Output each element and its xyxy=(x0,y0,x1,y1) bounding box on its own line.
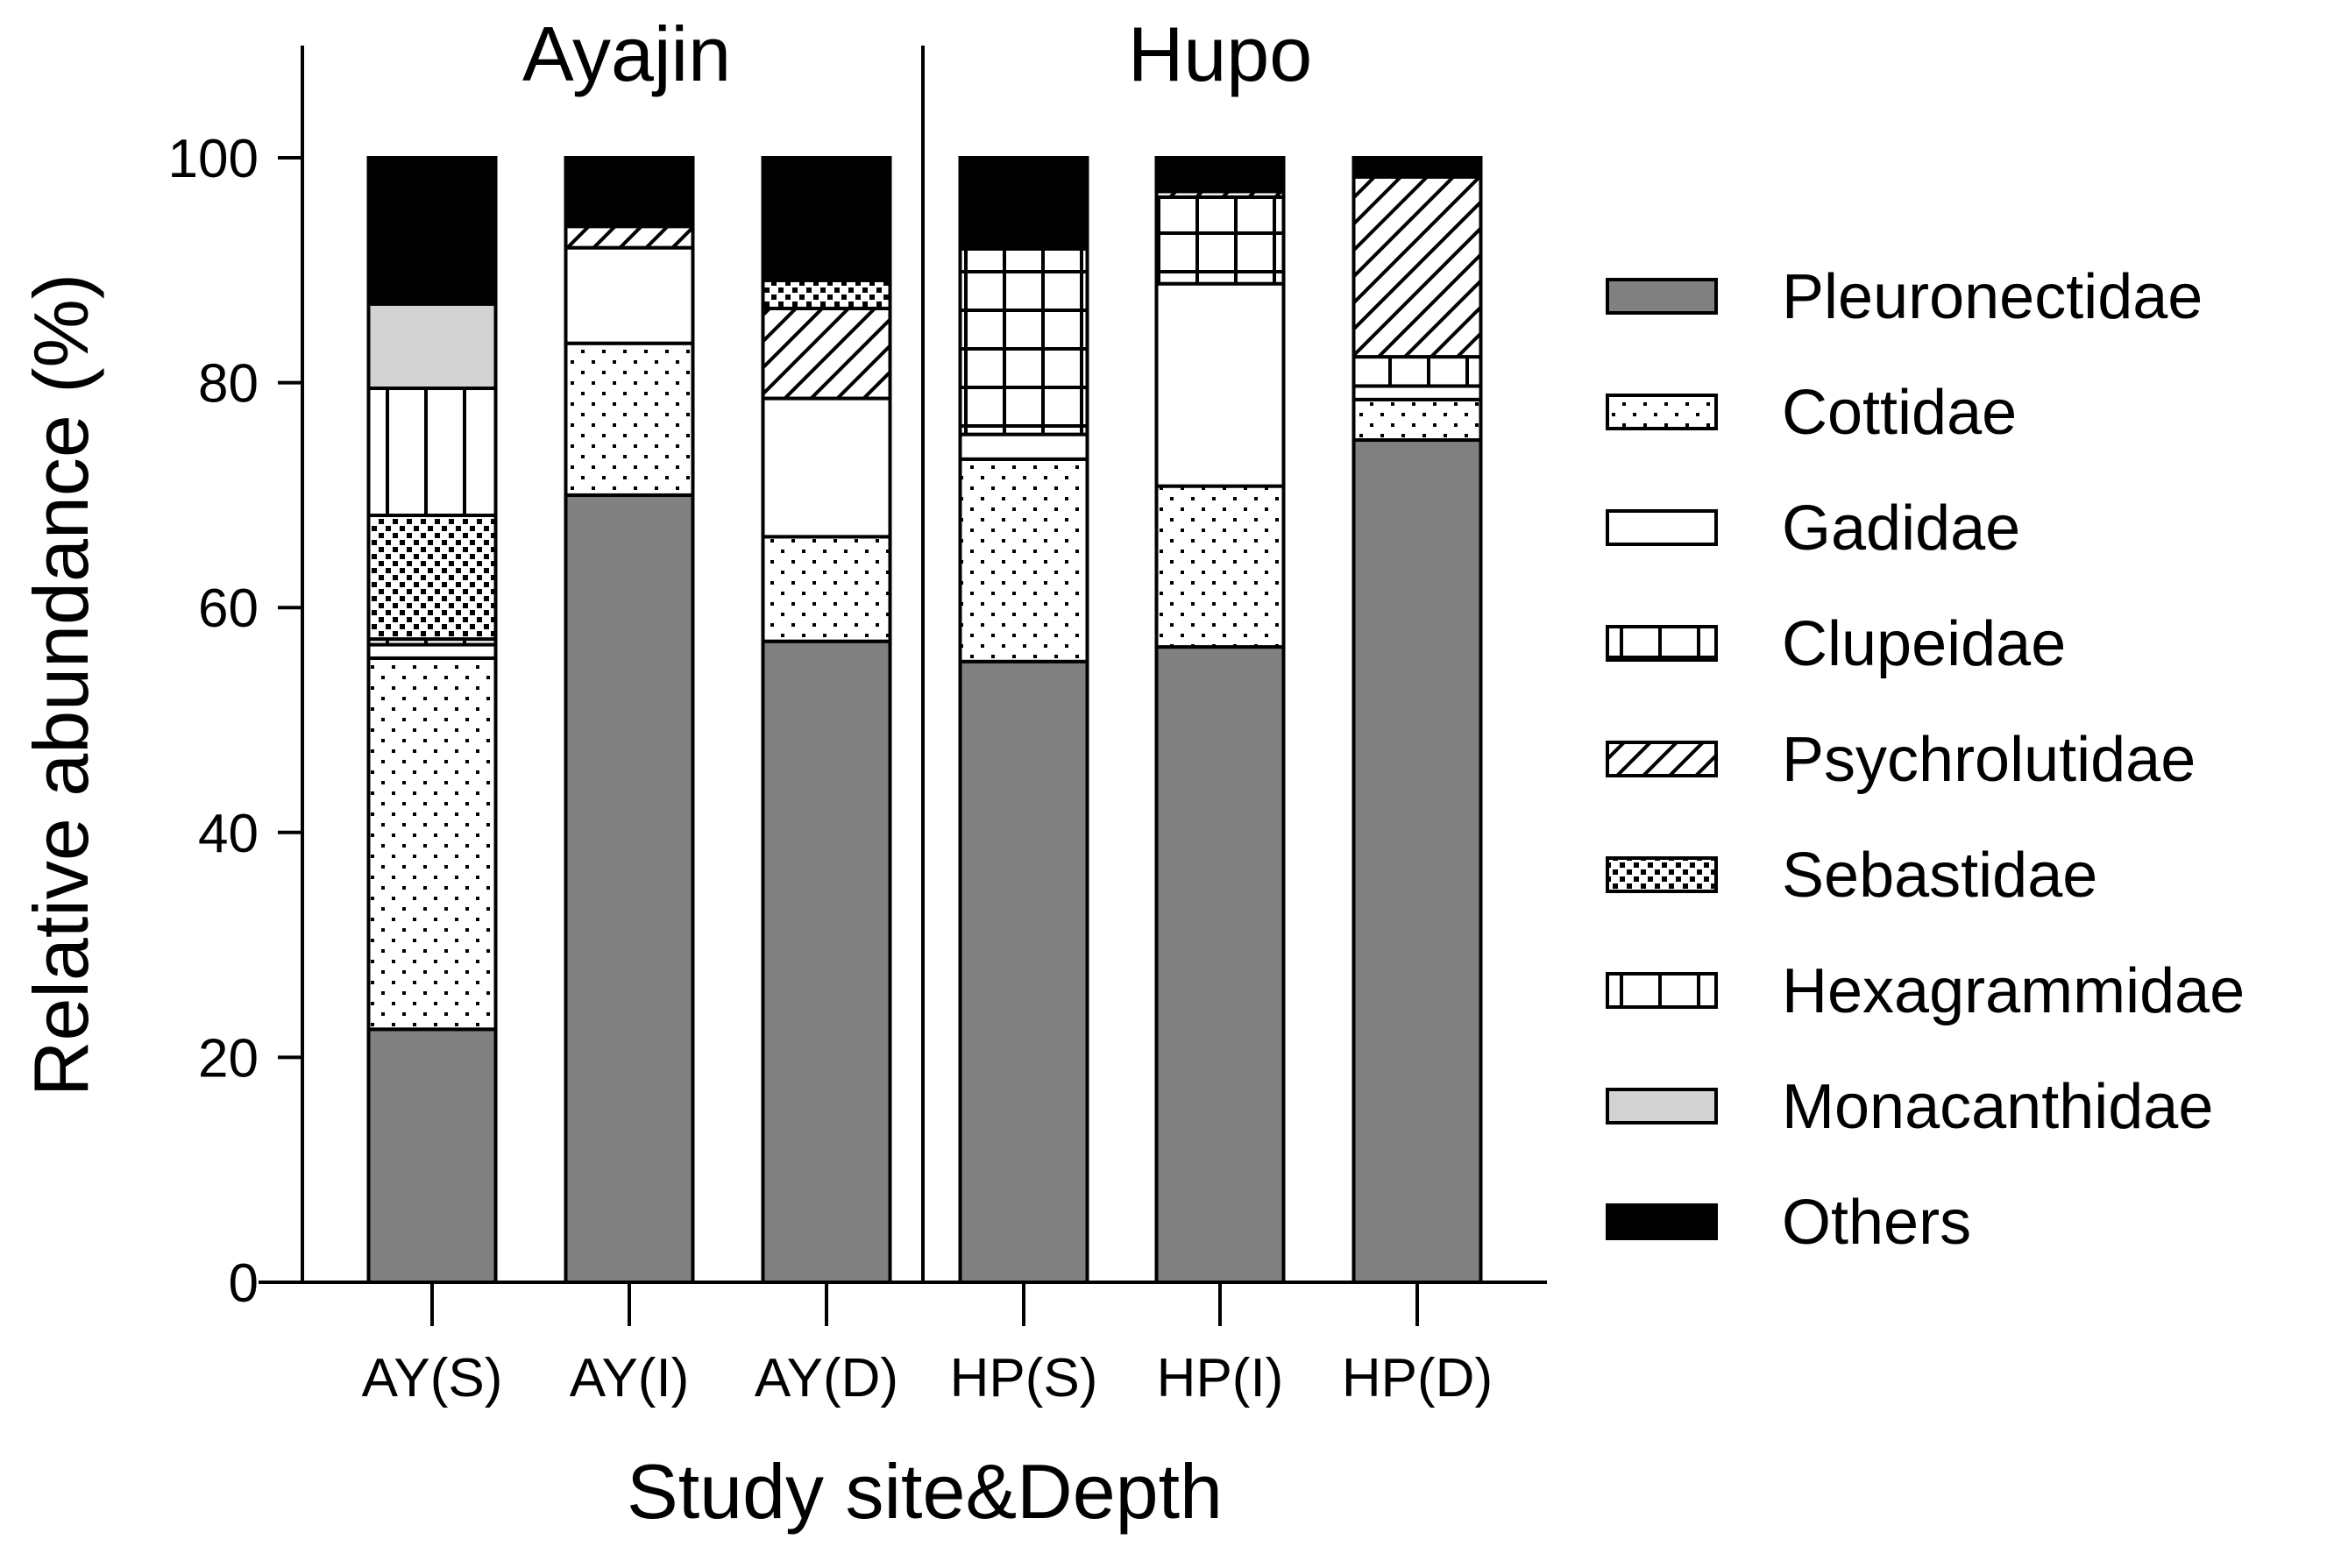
bar-segment-hexagrammidae xyxy=(366,387,498,517)
bar-segment-pleuronectidae xyxy=(564,493,695,1284)
legend-swatch-cottidae xyxy=(1606,394,1718,430)
bar-segment-gadidae xyxy=(761,396,892,539)
legend: Pleuronectidae Cottidae Gadidae Clupeidae Ps… xyxy=(1606,262,2245,1258)
x-tick-label: AY(I) xyxy=(570,1348,690,1408)
x-tick-label: AY(D) xyxy=(755,1348,898,1408)
bar-segment-psychrolutidae xyxy=(1351,174,1483,359)
x-tick-label: AY(S) xyxy=(362,1348,503,1408)
legend-label: Others xyxy=(1782,1188,1971,1258)
x-tick-label: HP(D) xyxy=(1342,1348,1493,1408)
bar-segment-cottidae xyxy=(564,341,695,497)
legend-swatch-monacanthidae xyxy=(1606,1088,1718,1125)
bar-segment-others xyxy=(1154,156,1286,194)
bar-segment-pleuronectidae xyxy=(958,659,1089,1284)
group-label: Ayajin xyxy=(522,11,731,97)
bar-segment-pleuronectidae xyxy=(1154,645,1286,1284)
legend-label: Hexagrammidae xyxy=(1782,956,2245,1026)
bar-segment-psychrolutidae xyxy=(564,224,695,250)
legend-label: Gadidae xyxy=(1782,493,2020,564)
bar-segment-others xyxy=(366,156,498,306)
y-tick-label: 80 xyxy=(198,354,259,415)
bar-segment-pleuronectidae xyxy=(761,639,892,1284)
bar-segment-cottidae xyxy=(1351,397,1483,443)
bar-segment-gadidae xyxy=(366,642,498,660)
bar-segment-others xyxy=(761,156,892,282)
bar-segment-cottidae xyxy=(366,656,498,1032)
bar-segment-others xyxy=(564,156,695,227)
legend-label: Pleuronectidae xyxy=(1782,262,2203,332)
group-label: Hupo xyxy=(1128,11,1312,97)
x-tick-label: HP(I) xyxy=(1157,1348,1284,1408)
bar-segment-monacanthidae xyxy=(366,302,498,391)
legend-swatch-sebastidae xyxy=(1606,856,1718,893)
bar-segment-psychrolutidae xyxy=(761,306,892,401)
bar-segment-gadidae xyxy=(564,245,695,345)
legend-swatch-gadidae xyxy=(1606,509,1718,546)
x-axis-title: Study site&Depth xyxy=(627,1448,1223,1535)
y-tick-label: 60 xyxy=(198,578,259,639)
bar-segment-gadidae xyxy=(1351,384,1483,401)
legend-label: Psychrolutidae xyxy=(1782,725,2196,795)
y-tick-label: 100 xyxy=(168,129,259,189)
bar-segment-cottidae xyxy=(761,535,892,643)
legend-swatch-hexagrammidae xyxy=(1606,972,1718,1009)
bar-segment-gadidae xyxy=(958,432,1089,461)
legend-swatch-psychrolutidae xyxy=(1606,741,1718,777)
legend-swatch-clupeidae xyxy=(1606,625,1718,662)
bar-segment-cottidae xyxy=(1154,484,1286,649)
legend-label: Monacanthidae xyxy=(1782,1072,2213,1142)
bar-segment-clupeidae xyxy=(1154,195,1286,286)
legend-label: Clupeidae xyxy=(1782,609,2066,679)
y-tick-label: 40 xyxy=(198,804,259,864)
y-axis-title: Relative abundance (%) xyxy=(18,273,104,1096)
bar-segment-sebastidae xyxy=(761,278,892,310)
bars-layer xyxy=(366,156,1483,1284)
labels-layer: 0 20 40 60 80 100 AY(S) AY(I) AY(D) HP(S) HP(I) HP(… xyxy=(18,11,1493,1535)
bar-segment-pleuronectidae xyxy=(366,1027,498,1284)
bar-segment-sebastidae xyxy=(366,513,498,642)
y-tick-label: 20 xyxy=(198,1028,259,1089)
y-tick-label: 0 xyxy=(229,1253,259,1314)
legend-label: Sebastidae xyxy=(1782,841,2097,911)
legend-label: Cottidae xyxy=(1782,378,2017,448)
legend-swatch-pleuronectidae xyxy=(1606,278,1718,315)
bar-segment-clupeidae xyxy=(958,246,1089,436)
bar-segment-others xyxy=(958,156,1089,250)
x-tick-label: HP(S) xyxy=(950,1348,1098,1408)
legend-swatch-others xyxy=(1606,1203,1718,1240)
bar-segment-pleuronectidae xyxy=(1351,438,1483,1284)
bar-segment-gadidae xyxy=(1154,281,1286,488)
bar-segment-cottidae xyxy=(958,457,1089,663)
bar-segment-clupeidae xyxy=(1351,355,1483,388)
bar-segment-others xyxy=(1351,156,1483,177)
